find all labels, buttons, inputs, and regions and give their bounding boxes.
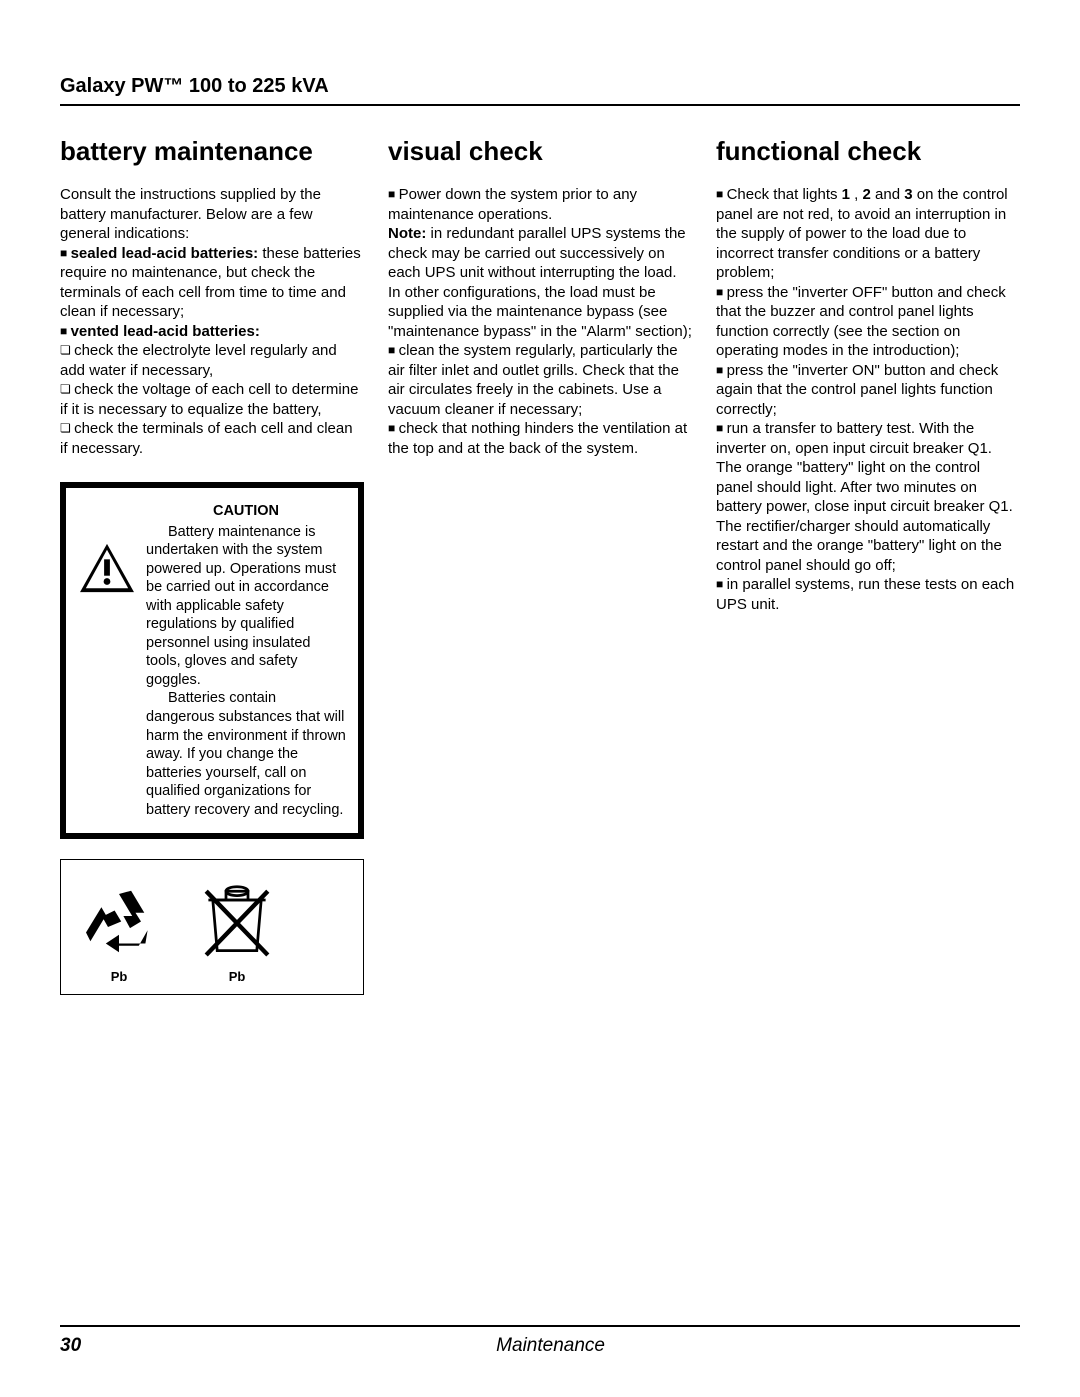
column-visual-check: visual check Power down the system prior… bbox=[388, 136, 692, 995]
col1-body: Consult the instructions supplied by the… bbox=[60, 185, 364, 458]
page-footer: 30 Maintenance bbox=[60, 1325, 1020, 1357]
no-trash-icon bbox=[193, 878, 281, 966]
col3-p4: run a transfer to battery test. With the… bbox=[716, 419, 1020, 575]
col2-p3: check that nothing hinders the ventilati… bbox=[388, 419, 692, 458]
warning-icon bbox=[78, 542, 136, 599]
col2-p1: Power down the system prior to any maint… bbox=[388, 185, 692, 224]
page: Galaxy PW™ 100 to 225 kVA battery mainte… bbox=[0, 0, 1080, 1397]
col2-note: Note: in redundant parallel UPS systems … bbox=[388, 224, 692, 341]
caution-box: CAUTION Battery maintenance is undertake… bbox=[60, 482, 364, 839]
col3-body: Check that lights 1 , 2 and 3 on the con… bbox=[716, 185, 1020, 614]
pb-label-2: Pb bbox=[193, 969, 281, 984]
content-columns: battery maintenance Consult the instruct… bbox=[60, 136, 1020, 995]
col3-p2: press the "inverter OFF" button and chec… bbox=[716, 283, 1020, 361]
col2-p2: clean the system regularly, particularly… bbox=[388, 341, 692, 419]
footer-rule bbox=[60, 1325, 1020, 1327]
caution-title: CAUTION bbox=[146, 502, 346, 521]
pb-label-1: Pb bbox=[75, 969, 163, 984]
column-battery-maintenance: battery maintenance Consult the instruct… bbox=[60, 136, 364, 995]
recycle-symbol: Pb bbox=[75, 888, 163, 984]
note-text: in redundant parallel UPS systems the ch… bbox=[388, 225, 692, 340]
heading-visual-check: visual check bbox=[388, 136, 692, 167]
caution-text: CAUTION Battery maintenance is undertake… bbox=[146, 502, 346, 819]
col1-vented-3: check the terminals of each cell and cle… bbox=[60, 419, 364, 458]
footer-section-title: Maintenance bbox=[81, 1335, 1020, 1357]
page-number: 30 bbox=[60, 1335, 81, 1357]
recycle-icon bbox=[75, 888, 163, 966]
page-header: Galaxy PW™ 100 to 225 kVA bbox=[60, 75, 1020, 98]
column-functional-check: functional check Check that lights 1 , 2… bbox=[716, 136, 1020, 995]
col1-intro: Consult the instructions supplied by the… bbox=[60, 185, 364, 244]
col3-p5: in parallel systems, run these tests on … bbox=[716, 575, 1020, 614]
col2-body: Power down the system prior to any maint… bbox=[388, 185, 692, 458]
caution-p1: Battery maintenance is undertaken with t… bbox=[146, 523, 346, 690]
col1-vented-1: check the electrolyte level regularly an… bbox=[60, 341, 364, 380]
caution-p2: Batteries contain dangerous substances t… bbox=[146, 689, 346, 819]
note-label: Note: bbox=[388, 225, 426, 242]
col3-p3: press the "inverter ON" button and check… bbox=[716, 361, 1020, 420]
col1-vented-label: vented lead-acid batteries: bbox=[60, 322, 364, 342]
heading-battery-maintenance: battery maintenance bbox=[60, 136, 364, 167]
col3-p1: Check that lights 1 , 2 and 3 on the con… bbox=[716, 185, 1020, 283]
header-rule bbox=[60, 104, 1020, 106]
no-trash-symbol: Pb bbox=[193, 878, 281, 984]
sealed-label: sealed lead-acid batteries: bbox=[71, 245, 259, 262]
recycle-box: Pb Pb bbox=[60, 859, 364, 995]
col1-vented-2: check the voltage of each cell to determ… bbox=[60, 380, 364, 419]
heading-functional-check: functional check bbox=[716, 136, 1020, 167]
footer-line: 30 Maintenance bbox=[60, 1335, 1020, 1357]
vented-label: vented lead-acid batteries: bbox=[71, 323, 260, 340]
col1-sealed: sealed lead-acid batteries: these batter… bbox=[60, 244, 364, 322]
